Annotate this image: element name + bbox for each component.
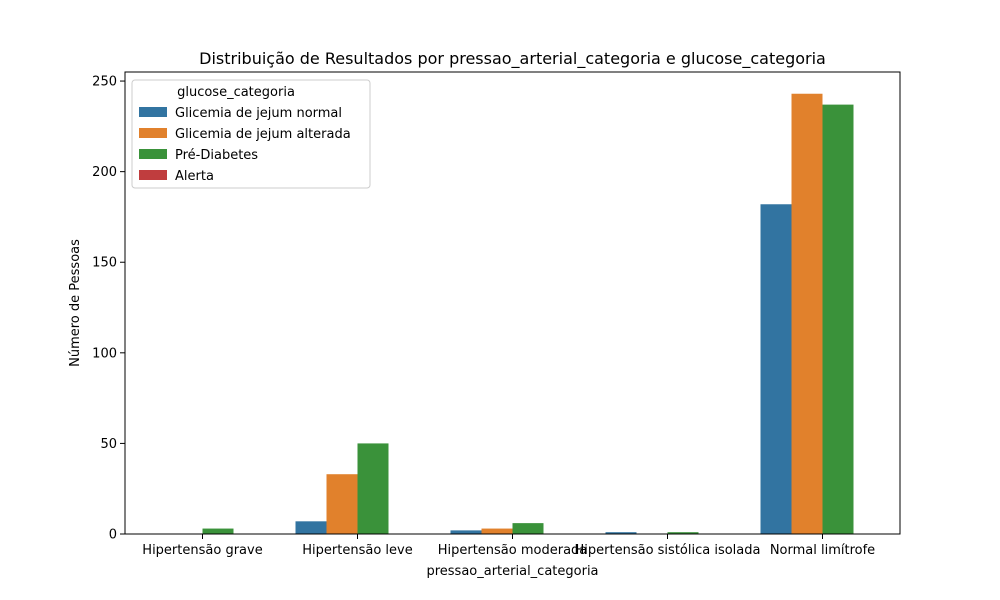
legend-title: glucose_categoria — [177, 85, 295, 100]
legend-label-pre-diabetes: Pré-Diabetes — [175, 148, 258, 163]
bar-hipertensao-leve-pre-diabetes — [357, 443, 389, 534]
legend: glucose_categoria Glicemia de jejum norm… — [131, 79, 371, 189]
legend-box — [131, 79, 371, 189]
y-tick-label: 200 — [92, 165, 117, 180]
y-tick-label: 250 — [92, 75, 117, 90]
chart-title: Distribuição de Resultados por pressao_a… — [199, 49, 826, 69]
legend-swatch-alerta — [139, 170, 167, 180]
legend-swatch-pre-diabetes — [139, 149, 167, 159]
y-tick-label: 100 — [92, 346, 117, 361]
bar-normal-limitrofe-glicemia-de-jejum-alterada — [791, 93, 823, 534]
bar-hipertensao-moderada-pre-diabetes — [512, 523, 544, 534]
x-tick-label: Hipertensão leve — [302, 543, 412, 558]
legend-label-alerta: Alerta — [175, 169, 214, 184]
bar-normal-limitrofe-glicemia-de-jejum-normal — [760, 204, 792, 534]
y-tick-label: 50 — [100, 437, 117, 452]
y-tick-label: 150 — [92, 256, 117, 271]
legend-swatch-glicemia-de-jejum-normal — [139, 107, 167, 117]
bar-hipertensao-sistolica-isolada-pre-diabetes — [667, 532, 699, 534]
bar-hipertensao-moderada-glicemia-de-jejum-alterada — [481, 528, 513, 534]
y-tick-label: 0 — [109, 528, 117, 543]
x-axis-title: pressao_arterial_categoria — [426, 564, 598, 579]
axes-layer: 0 50 100 150 200 250 Hipertensão grave Hiperten… — [92, 71, 901, 558]
bar-hipertensao-moderada-glicemia-de-jejum-normal — [450, 530, 482, 534]
x-tick-label: Hipertensão grave — [142, 543, 262, 558]
x-tick-label: Hipertensão moderada — [438, 543, 588, 558]
legend-label-glicemia-de-jejum-alterada: Glicemia de jejum alterada — [175, 127, 351, 142]
bar-hipertensao-grave-pre-diabetes — [202, 528, 234, 534]
bars-layer — [202, 93, 854, 535]
y-axis-title: Número de Pessoas — [68, 239, 83, 367]
x-tick-label: Hipertensão sistólica isolada — [575, 543, 761, 558]
bar-hipertensao-leve-glicemia-de-jejum-normal — [295, 521, 327, 534]
bar-hipertensao-leve-glicemia-de-jejum-alterada — [326, 474, 358, 534]
legend-swatch-glicemia-de-jejum-alterada — [139, 128, 167, 138]
legend-label-glicemia-de-jejum-normal: Glicemia de jejum normal — [175, 106, 342, 121]
bar-hipertensao-sistolica-isolada-glicemia-de-jejum-normal — [605, 532, 637, 534]
x-tick-label: Normal limítrofe — [770, 543, 875, 558]
legend-items: Glicemia de jejum normal Glicemia de jeju… — [139, 106, 351, 184]
bar-normal-limitrofe-pre-diabetes — [822, 104, 854, 535]
